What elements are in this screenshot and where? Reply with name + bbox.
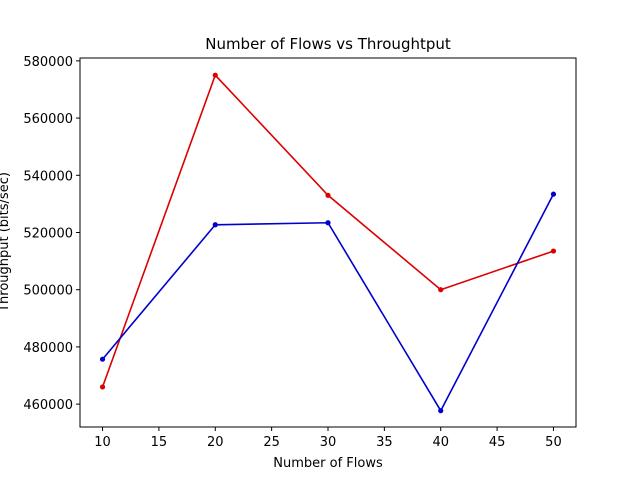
chart-title: Number of Flows vs Throughtput [205, 35, 451, 53]
x-tick-label-2: 20 [207, 435, 224, 450]
y-tick-label-5: 560000 [23, 112, 73, 127]
series-0-point-3 [438, 287, 444, 293]
series-1-point-4 [550, 191, 557, 197]
x-tick-label-8: 50 [545, 435, 562, 450]
x-tick-label-4: 30 [320, 435, 337, 450]
y-tick-label-6: 580000 [23, 55, 73, 70]
x-tick-label-5: 35 [376, 435, 393, 450]
y-tick-label-0: 460000 [23, 398, 73, 413]
x-tick-label-6: 40 [432, 435, 449, 450]
x-tick-label-0: 10 [94, 435, 111, 450]
plot-area [79, 57, 577, 428]
series-1-point-1 [212, 222, 218, 228]
series-1-point-2 [325, 220, 331, 226]
x-tick-label-7: 45 [489, 435, 506, 450]
series-1-point-3 [438, 408, 444, 414]
y-tick-label-3: 520000 [23, 226, 73, 241]
y-tick-label-1: 480000 [23, 341, 73, 356]
chart-marks [99, 72, 557, 414]
x-axis-label: Number of Flows [273, 456, 383, 471]
chart-ticks: 10 15 20 25 30 35 40 45 50 460000 480000 500000 5200… [23, 55, 561, 450]
series-0-point-2 [325, 192, 331, 198]
y-tick-label-4: 540000 [23, 169, 73, 184]
x-tick-label-3: 25 [263, 435, 280, 450]
x-tick-label-1: 15 [151, 435, 168, 450]
y-tick-label-2: 500000 [23, 284, 73, 299]
series-1-point-0 [99, 356, 106, 362]
series-0-point-0 [99, 384, 106, 390]
series-0-point-4 [550, 248, 557, 254]
y-axis-label: Throughput (bits/sec) [0, 172, 12, 313]
series-0-point-1 [212, 72, 218, 78]
